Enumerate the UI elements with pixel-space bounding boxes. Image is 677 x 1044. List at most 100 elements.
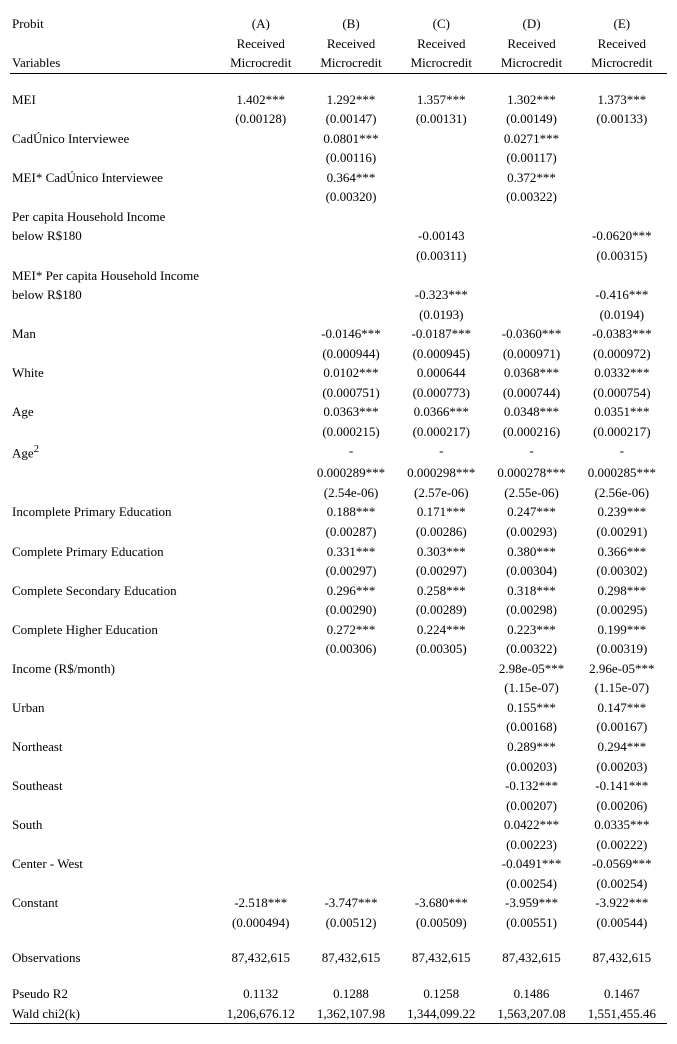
row-label	[10, 483, 216, 503]
cell-value: 0.171***	[396, 502, 486, 522]
cell-value	[306, 226, 396, 246]
table-row-se: (0.00320)(0.00322)	[10, 187, 667, 207]
table-row-se: (0.00128)(0.00147)(0.00131)(0.00149)(0.0…	[10, 109, 667, 129]
cell-value: (0.000754)	[577, 383, 667, 403]
table-row: MEI* Per capita Household Income	[10, 266, 667, 286]
cell-value: 2.96e-05***	[577, 659, 667, 679]
table-row: MEI* CadÚnico Interviewee0.364***0.372**…	[10, 168, 667, 188]
hdr-sub-d: Received	[486, 34, 576, 54]
hdr-sub2-d: Microcredit	[486, 53, 576, 73]
cell-value: (0.00206)	[577, 796, 667, 816]
row-label	[10, 383, 216, 403]
cell-value: (0.00293)	[486, 522, 576, 542]
hdr-col-e: (E)	[577, 14, 667, 34]
cell-value	[216, 483, 306, 503]
cell-value: (0.00305)	[396, 639, 486, 659]
cell-value: (1.15e-07)	[486, 678, 576, 698]
cell-value: (0.000217)	[396, 422, 486, 442]
cell-value: 87,432,615	[216, 948, 306, 968]
cell-value: (0.000972)	[577, 344, 667, 364]
table-row: Age0.0363***0.0366***0.0348***0.0351***	[10, 402, 667, 422]
table-row-se: (0.000751)(0.000773)(0.000744)(0.000754)	[10, 383, 667, 403]
table-row: Pseudo R20.11320.12880.12580.14860.1467	[10, 984, 667, 1004]
cell-value	[306, 698, 396, 718]
cell-value: (0.000945)	[396, 344, 486, 364]
cell-value: (0.00297)	[306, 561, 396, 581]
cell-value	[396, 187, 486, 207]
cell-value: (0.00304)	[486, 561, 576, 581]
cell-value: (0.00254)	[486, 874, 576, 894]
row-label	[10, 109, 216, 129]
cell-value: (0.00302)	[577, 561, 667, 581]
cell-value: 0.366***	[577, 542, 667, 562]
cell-value: 0.000285***	[577, 463, 667, 483]
cell-value: (0.00287)	[306, 522, 396, 542]
cell-value	[396, 854, 486, 874]
cell-value: 1,563,207.08	[486, 1004, 576, 1024]
cell-value: (0.00147)	[306, 109, 396, 129]
table-row: Wald chi2(k)1,206,676.121,362,107.981,34…	[10, 1004, 667, 1024]
cell-value: (0.00168)	[486, 717, 576, 737]
cell-value	[216, 717, 306, 737]
cell-value	[306, 835, 396, 855]
cell-value: (0.00311)	[396, 246, 486, 266]
table-row-se: (0.000215)(0.000217)(0.000216)(0.000217)	[10, 422, 667, 442]
cell-value	[216, 226, 306, 246]
cell-value: 0.1288	[306, 984, 396, 1004]
cell-value: (0.00133)	[577, 109, 667, 129]
table-row-se: (0.00311)(0.00315)	[10, 246, 667, 266]
row-label: Age	[10, 402, 216, 422]
cell-value: 0.0363***	[306, 402, 396, 422]
cell-value	[396, 717, 486, 737]
row-label: Income (R$/month)	[10, 659, 216, 679]
cell-value	[396, 678, 486, 698]
row-label: South	[10, 815, 216, 835]
row-label: below R$180	[10, 226, 216, 246]
table-row: South0.0422***0.0335***	[10, 815, 667, 835]
cell-value: -0.0620***	[577, 226, 667, 246]
row-label: Observations	[10, 948, 216, 968]
cell-value: -2.518***	[216, 893, 306, 913]
cell-value	[396, 207, 486, 227]
table-row-se: (0.00116)(0.00117)	[10, 148, 667, 168]
row-label: Southeast	[10, 776, 216, 796]
table-row: Center - West-0.0491***-0.0569***	[10, 854, 667, 874]
row-label	[10, 600, 216, 620]
table-row: below R$180-0.00143-0.0620***	[10, 226, 667, 246]
table-row: Income (R$/month)2.98e-05***2.96e-05***	[10, 659, 667, 679]
cell-value: (0.00322)	[486, 187, 576, 207]
table-row: Constant-2.518***-3.747***-3.680***-3.95…	[10, 893, 667, 913]
cell-value	[486, 207, 576, 227]
cell-value: 0.000278***	[486, 463, 576, 483]
cell-value: 0.000644	[396, 363, 486, 383]
cell-value: 1,551,455.46	[577, 1004, 667, 1024]
row-label: Urban	[10, 698, 216, 718]
cell-value: (1.15e-07)	[577, 678, 667, 698]
cell-value: (2.57e-06)	[396, 483, 486, 503]
cell-value	[216, 463, 306, 483]
row-label: Wald chi2(k)	[10, 1004, 216, 1024]
cell-value	[577, 168, 667, 188]
cell-value: (0.00222)	[577, 835, 667, 855]
hdr-sub-a: Received	[216, 34, 306, 54]
cell-value: 0.289***	[486, 737, 576, 757]
cell-value: (0.000773)	[396, 383, 486, 403]
cell-value	[216, 678, 306, 698]
cell-value	[396, 757, 486, 777]
cell-value	[216, 874, 306, 894]
cell-value	[396, 776, 486, 796]
row-label: Complete Primary Education	[10, 542, 216, 562]
cell-value	[216, 422, 306, 442]
cell-value	[216, 776, 306, 796]
row-label: Center - West	[10, 854, 216, 874]
cell-value: (0.00509)	[396, 913, 486, 933]
cell-value: -0.141***	[577, 776, 667, 796]
row-label	[10, 678, 216, 698]
cell-value: (2.54e-06)	[306, 483, 396, 503]
table-row: 0.000289***0.000298***0.000278***0.00028…	[10, 463, 667, 483]
cell-value	[396, 835, 486, 855]
hdr-sub2-e: Microcredit	[577, 53, 667, 73]
cell-value: -0.0569***	[577, 854, 667, 874]
cell-value: 0.0348***	[486, 402, 576, 422]
cell-value	[216, 187, 306, 207]
